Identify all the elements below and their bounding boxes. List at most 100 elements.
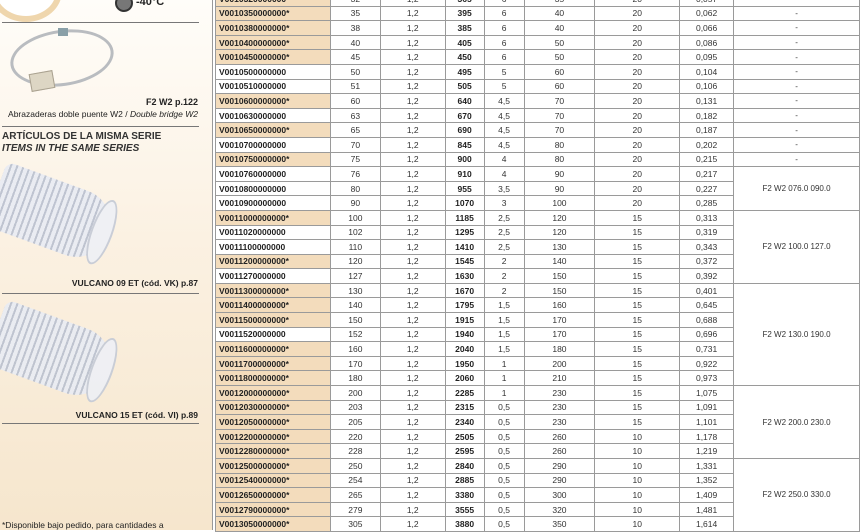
cell-weight-g: 1295 <box>444 224 485 241</box>
cell-length: 10 <box>594 428 681 445</box>
cell-diameter: 305 <box>329 516 381 532</box>
cell-diameter: 38 <box>329 20 381 36</box>
table-row: V0011000000000* 100 1,2 1185 2,5 120 15 0,313 F2… <box>215 209 860 284</box>
cell-outer-diameter: 90 <box>523 166 596 182</box>
cell-weight-g: 2285 <box>444 385 485 401</box>
series-item-vulcano-09[interactable]: VULCANO 09 ET (cód. VK) p.87 <box>71 278 198 288</box>
cell-weight-kg: 0,227 <box>679 180 735 197</box>
accessory-ref[interactable]: F2 W2 p.122 <box>145 97 198 107</box>
cell-thickness: 1,2 <box>379 472 446 489</box>
cell-thickness: 1,2 <box>379 326 446 343</box>
cell-code: V0010650000000* <box>215 122 331 138</box>
divider <box>2 423 199 424</box>
series-item-vulcano-15[interactable]: VULCANO 15 ET (cód. VI) p.89 <box>75 410 198 420</box>
cell-diameter: 254 <box>329 472 381 489</box>
cell-length: 15 <box>594 355 681 372</box>
cell-bend-radius: 4,5 <box>483 107 525 124</box>
cell-thickness: 1,2 <box>379 501 446 518</box>
cell-code: V0010500000000 <box>215 63 331 80</box>
cell-outer-diameter: 260 <box>523 443 596 459</box>
cell-thickness: 1,2 <box>379 34 446 51</box>
cell-weight-g: 1795 <box>444 297 485 314</box>
clamp-ref[interactable]: F2 W2 076.0 090.0 <box>733 166 860 211</box>
hose-image-vulcano-09 <box>0 161 121 267</box>
cell-outer-diameter: 210 <box>523 370 596 387</box>
cell-bend-radius: 3,5 <box>483 180 525 197</box>
cell-length: 15 <box>594 385 681 401</box>
cell-diameter: 160 <box>329 341 381 357</box>
cell-code: V0012790000000* <box>215 501 331 518</box>
cell-weight-kg: 1,352 <box>679 472 735 489</box>
cell-code: V0010800000000 <box>215 180 331 197</box>
cell-thickness: 1,2 <box>379 224 446 241</box>
cell-outer-diameter: 80 <box>523 151 596 168</box>
cell-thickness: 1,2 <box>379 63 446 80</box>
clamp-ref[interactable]: F2 W2 200.0 230.0 <box>733 385 860 459</box>
table-row: V0011300000000* 130 1,2 1670 2 150 15 0,401 F2 W… <box>215 282 860 387</box>
cell-weight-kg: 0,973 <box>679 370 735 387</box>
cell-code: V0012650000000* <box>215 487 331 503</box>
cell-length: 15 <box>594 297 681 314</box>
cell-bend-radius: 0,5 <box>483 472 525 489</box>
table-row: V0010400000000* 40 1,2 405 6 50 20 0,086- <box>215 34 860 51</box>
accessory-name: Abrazaderas doble puente W2 / Double bri… <box>8 109 198 119</box>
table-row: V0012500000000* 250 1,2 2840 0,5 290 10 1,331 F2… <box>215 458 860 532</box>
cell-weight-g: 505 <box>444 78 485 95</box>
cell-thickness: 1,2 <box>379 516 446 532</box>
cell-outer-diameter: 80 <box>523 136 596 153</box>
cell-diameter: 45 <box>329 49 381 65</box>
cell-outer-diameter: 40 <box>523 20 596 36</box>
cell-bend-radius: 5 <box>483 63 525 80</box>
cell-code: V0012000000000* <box>215 385 331 401</box>
clamp-ref: - <box>733 20 860 36</box>
clamp-ref: - <box>733 5 860 22</box>
clamp-ref: - <box>733 151 860 168</box>
cell-code: V0012050000000* <box>215 414 331 430</box>
cell-diameter: 265 <box>329 487 381 503</box>
cell-length: 15 <box>594 253 681 270</box>
cell-weight-kg: 1,409 <box>679 487 735 503</box>
cell-diameter: 200 <box>329 385 381 401</box>
cell-weight-kg: 0,187 <box>679 122 735 138</box>
cell-weight-kg: 0,392 <box>679 268 735 284</box>
cell-length: 10 <box>594 472 681 489</box>
cell-outer-diameter: 50 <box>523 34 596 51</box>
table-row: V0010900000000 90 1,2 1070 3 100 20 0,285 <box>215 195 860 211</box>
clamp-ref[interactable]: F2 W2 250.0 330.0 <box>733 458 860 532</box>
cell-diameter: 60 <box>329 93 381 109</box>
cell-outer-diameter: 90 <box>523 180 596 197</box>
cell-outer-diameter: 290 <box>523 472 596 489</box>
cell-weight-kg: 0,731 <box>679 341 735 357</box>
cell-outer-diameter: 160 <box>523 297 596 314</box>
cell-code: V0012030000000* <box>215 399 331 416</box>
table-row: V0010630000000 63 1,2 670 4,5 70 20 0,182- <box>215 107 860 124</box>
cell-weight-kg: 0,696 <box>679 326 735 343</box>
cell-weight-g: 1950 <box>444 355 485 372</box>
cell-weight-kg: 0,285 <box>679 195 735 211</box>
cell-thickness: 1,2 <box>379 268 446 284</box>
cell-bend-radius: 0,5 <box>483 516 525 532</box>
clamp-ref[interactable]: F2 W2 130.0 190.0 <box>733 282 860 387</box>
cell-bend-radius: 0,5 <box>483 487 525 503</box>
cell-bend-radius: 2 <box>483 282 525 299</box>
cell-code: V0011800000000* <box>215 370 331 387</box>
cell-outer-diameter: 70 <box>523 107 596 124</box>
table-row: V0011700000000* 170 1,2 1950 1 200 15 0,922 <box>215 355 860 372</box>
cell-code: V0011300000000* <box>215 282 331 299</box>
cell-bend-radius: 1 <box>483 370 525 387</box>
cell-outer-diameter: 120 <box>523 209 596 226</box>
cell-outer-diameter: 260 <box>523 428 596 445</box>
cell-thickness: 1,2 <box>379 253 446 270</box>
cell-weight-kg: 1,331 <box>679 458 735 474</box>
cell-outer-diameter: 120 <box>523 224 596 241</box>
clamp-ref: - <box>733 93 860 109</box>
cell-diameter: 51 <box>329 78 381 95</box>
table-row: V0011800000000* 180 1,2 2060 1 210 15 0,973 <box>215 370 860 387</box>
cell-bend-radius: 0,5 <box>483 399 525 416</box>
table-row: V0010600000000* 60 1,2 640 4,5 70 20 0,131- <box>215 93 860 109</box>
cell-thickness: 1,2 <box>379 428 446 445</box>
cell-diameter: 50 <box>329 63 381 80</box>
cell-bend-radius: 4 <box>483 151 525 168</box>
clamp-ref[interactable]: F2 W2 100.0 127.0 <box>733 209 860 284</box>
cell-weight-kg: 0,372 <box>679 253 735 270</box>
